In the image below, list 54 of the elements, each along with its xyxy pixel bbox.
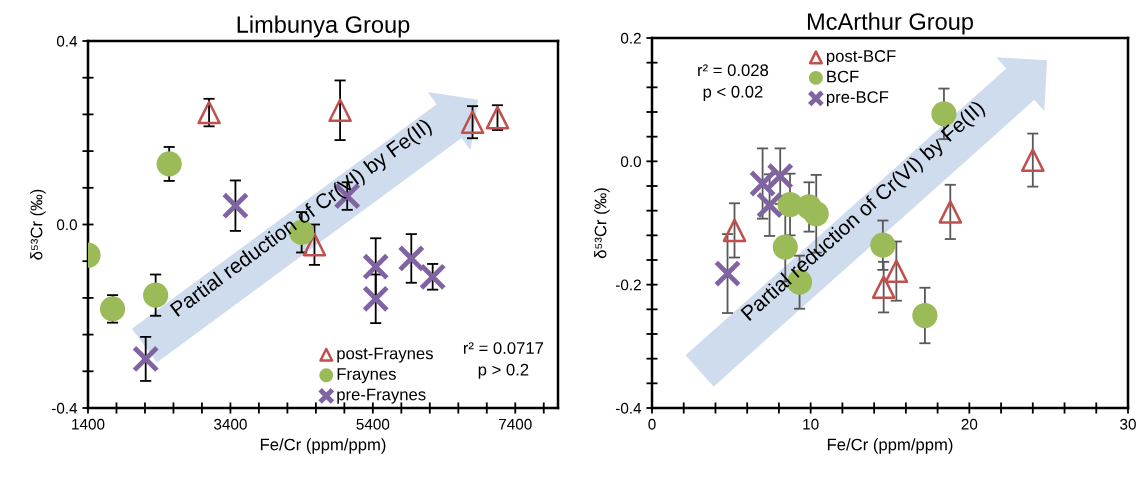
x-tick-label: 1400 <box>72 418 105 430</box>
y-axis-title: δ⁵³Cr (‰) <box>594 188 610 259</box>
point <box>302 232 327 257</box>
point <box>99 296 126 322</box>
y-tick-label: 0.0 <box>56 219 77 231</box>
y-tick-label: -0.4 <box>615 402 642 414</box>
x-tick-label: 0 <box>648 418 656 430</box>
point <box>722 218 747 243</box>
point <box>362 285 390 313</box>
y-tick-label: -0.2 <box>615 279 641 291</box>
point <box>713 259 742 288</box>
legend-label: pre-Fraynes <box>337 388 426 404</box>
legend-label: pre-BCF <box>826 91 889 107</box>
y-tick-label: 0.0 <box>620 156 641 168</box>
annotation: r² = 0.028 p < 0.02 <box>698 64 769 101</box>
y-tick-label: 0.4 <box>56 35 78 47</box>
y-tick-label: 0.2 <box>620 32 641 44</box>
x-tick-label: 3400 <box>214 418 247 430</box>
x-tick-label: 5400 <box>356 418 390 430</box>
point <box>755 191 784 219</box>
x-tick-label: 10 <box>803 418 819 430</box>
chart-title: McArthur Group <box>807 12 973 35</box>
chart-title: Limbunya Group <box>237 15 410 38</box>
point <box>143 282 169 308</box>
point <box>397 244 425 273</box>
point <box>362 253 390 281</box>
legend-label: post-BCF <box>826 50 896 66</box>
point <box>419 263 447 291</box>
x-axis-title: Fe/Cr (ppm/ppm) <box>827 438 953 454</box>
point <box>460 110 485 134</box>
x-tick-label: 20 <box>961 418 978 430</box>
point <box>156 151 182 177</box>
legend-label: Fraynes <box>337 368 396 384</box>
legend-label: BCF <box>827 70 859 83</box>
point <box>871 275 896 299</box>
point <box>766 162 794 190</box>
x-axis-title: Fe/Cr (ppm/ppm) <box>260 438 386 454</box>
point <box>870 232 896 258</box>
y-tick-label: -0.4 <box>51 402 78 414</box>
point <box>938 200 963 224</box>
point <box>884 259 909 283</box>
legend-label: post-Fraynes <box>337 347 433 363</box>
point <box>485 105 510 130</box>
annotation: r² = 0.0717 p > 0.2 <box>463 342 544 379</box>
point <box>132 345 160 373</box>
point <box>197 100 221 125</box>
point <box>221 192 250 220</box>
point <box>328 98 352 123</box>
point <box>912 302 938 329</box>
y-axis-title: δ⁵³Cr (‰) <box>30 189 46 260</box>
point <box>748 169 777 198</box>
x-tick-label: 7400 <box>499 418 532 430</box>
x-tick-label: 30 <box>1120 418 1136 430</box>
point <box>1021 148 1045 172</box>
